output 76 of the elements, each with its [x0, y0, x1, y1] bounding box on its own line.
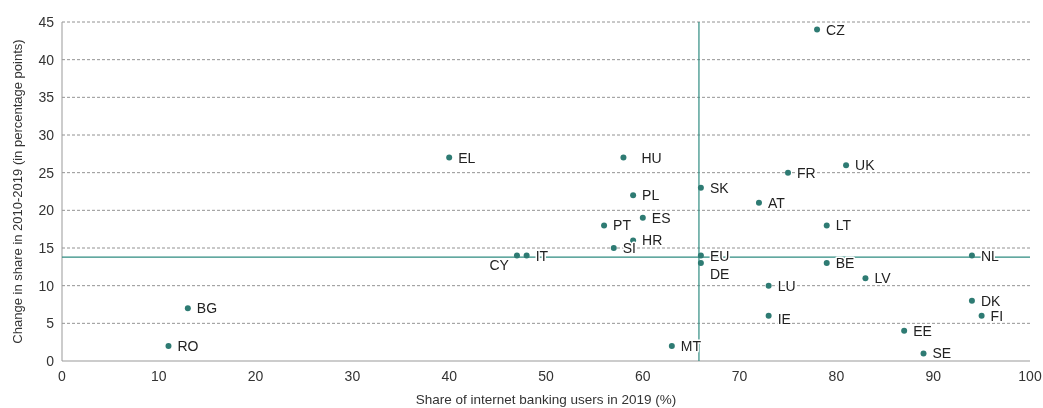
x-tick-label: 50	[538, 368, 554, 384]
annotation: SK	[709, 179, 730, 196]
annotation: CY	[489, 256, 510, 273]
point	[862, 275, 869, 282]
x-tick-label: 70	[731, 368, 748, 384]
point	[901, 327, 908, 334]
point	[823, 260, 830, 267]
y-tick-label: 10	[38, 277, 55, 294]
point	[968, 252, 975, 259]
x-tick-label: 10	[151, 368, 167, 384]
point	[823, 222, 830, 229]
y-tick-label: 30	[38, 126, 55, 143]
point	[668, 342, 675, 349]
annotation: AT	[767, 194, 786, 211]
y-tick-label: 0	[46, 352, 55, 369]
point	[523, 252, 530, 259]
point	[978, 312, 985, 319]
y-tick-label: 45	[38, 13, 55, 30]
x-tick-label: 80	[828, 368, 845, 384]
point	[968, 297, 975, 304]
x-tick-label: 100	[1018, 368, 1042, 384]
annotation: RO	[177, 337, 199, 354]
x-tick-label: 0	[58, 368, 67, 384]
point	[697, 260, 704, 267]
point	[601, 222, 608, 229]
point	[814, 26, 821, 33]
y-tick-label: 15	[38, 239, 55, 256]
x-tick-label: 20	[247, 368, 264, 384]
point	[785, 169, 791, 176]
x-tick-label: 90	[925, 368, 942, 384]
point	[755, 199, 762, 206]
y-tick-label: 35	[38, 89, 55, 106]
point	[639, 214, 646, 221]
annotation: CZ	[826, 21, 846, 38]
annotation: UK	[855, 157, 876, 174]
annotation: LV	[874, 270, 892, 287]
point	[165, 342, 172, 349]
annotation: SE	[932, 345, 952, 362]
point	[630, 192, 637, 199]
annotation: PL	[642, 187, 660, 204]
annotation: BG	[196, 300, 218, 317]
annotation: EL	[458, 149, 476, 166]
annotation: EE	[913, 322, 932, 339]
annotation: DE	[709, 266, 730, 283]
annotation: LU	[777, 277, 796, 294]
annotation: PT	[613, 217, 632, 234]
x-tick-label: 30	[344, 368, 361, 384]
point	[620, 154, 627, 161]
y-tick-label: 20	[38, 202, 55, 219]
point	[843, 162, 850, 169]
annotation: FR	[797, 164, 816, 181]
point	[610, 245, 617, 251]
annotation: DK	[980, 292, 1002, 309]
annotation: SI	[622, 240, 636, 256]
annotation: HR	[642, 232, 663, 249]
annotation: HU	[641, 149, 662, 166]
point	[184, 305, 191, 312]
point	[446, 154, 453, 161]
annotation: FI	[990, 307, 1004, 324]
point	[920, 350, 927, 357]
point	[697, 184, 704, 191]
annotation: LT	[835, 217, 852, 234]
point	[697, 252, 704, 259]
point	[765, 282, 772, 289]
y-axis-title: Change in share in 2010-2019 (in percentage points)	[10, 39, 25, 344]
annotation: BE	[835, 255, 855, 272]
point	[765, 312, 772, 319]
y-tick-label: 25	[38, 164, 55, 181]
y-tick-label: 40	[38, 51, 55, 68]
y-tick-label: 5	[46, 315, 55, 332]
x-tick-label: 40	[441, 368, 458, 384]
x-axis-title: Share of internet banking users in 2019 (%)	[415, 392, 677, 407]
x-tick-label: 60	[635, 368, 651, 384]
annotation: ES	[651, 209, 671, 226]
annotation: IE	[777, 310, 791, 327]
point	[513, 252, 520, 259]
